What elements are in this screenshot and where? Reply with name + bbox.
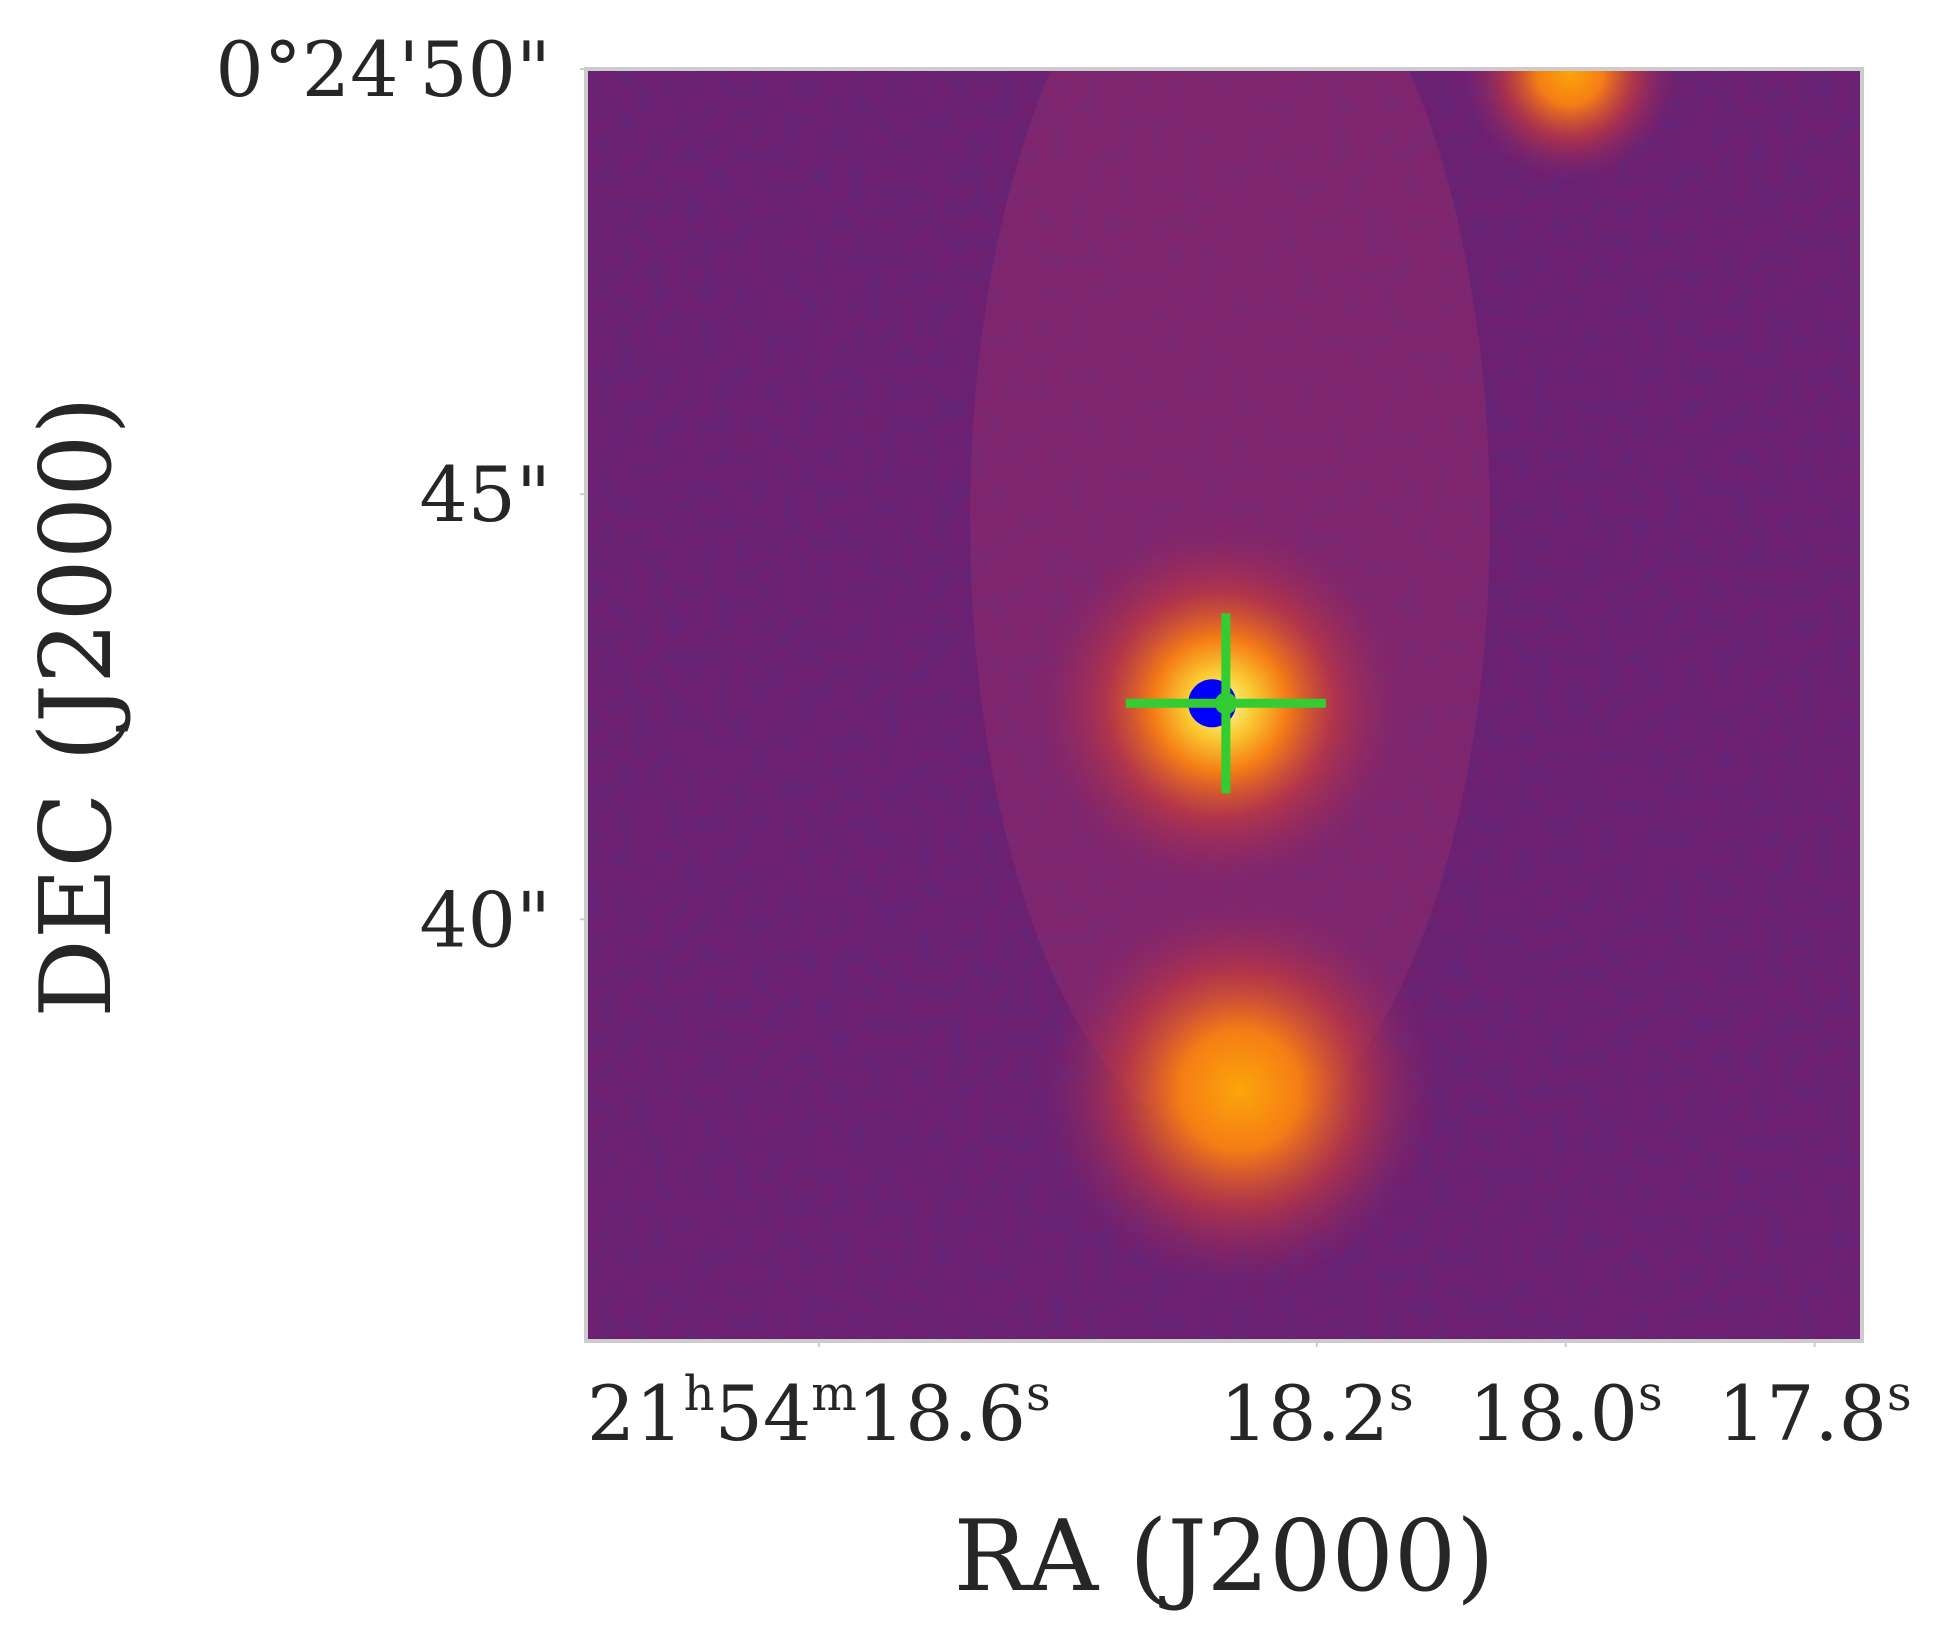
cross-center	[1214, 692, 1237, 715]
markers	[1125, 613, 1326, 794]
source	[1460, 69, 1680, 182]
y-axis-label: DEC (J2000)	[20, 396, 134, 1017]
x-tick-label: 17.8s	[1718, 1366, 1912, 1458]
plot-frame	[584, 67, 1864, 1343]
x-tick-label: 18.2s	[1220, 1366, 1414, 1458]
x-axis-label: RA (J2000)	[954, 1500, 1495, 1614]
x-tick-label: 18.0s	[1469, 1366, 1663, 1458]
cross-marker	[1125, 613, 1326, 794]
y-tick-label: 0°24'50"	[215, 25, 551, 114]
y-tick-label: 40"	[419, 875, 551, 964]
source	[1040, 890, 1440, 1290]
y-tick-label: 45"	[419, 450, 551, 539]
x-tick-label: 21h54m18.6s	[587, 1366, 1051, 1458]
